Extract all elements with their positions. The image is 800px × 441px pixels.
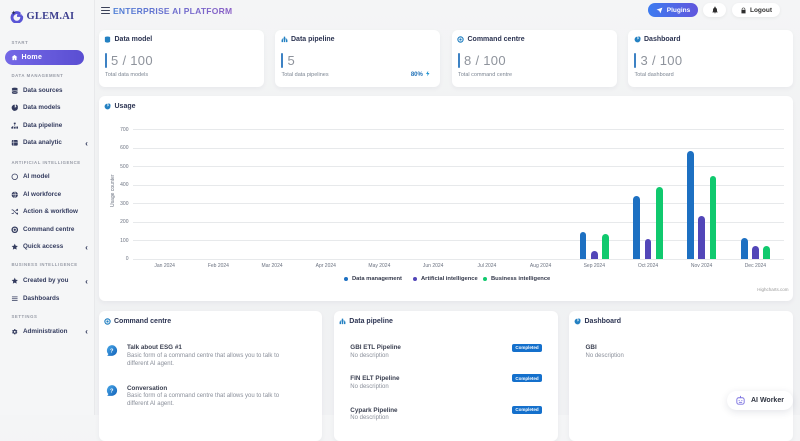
svg-text:?: ?: [110, 348, 114, 354]
svg-text:?: ?: [110, 389, 114, 395]
